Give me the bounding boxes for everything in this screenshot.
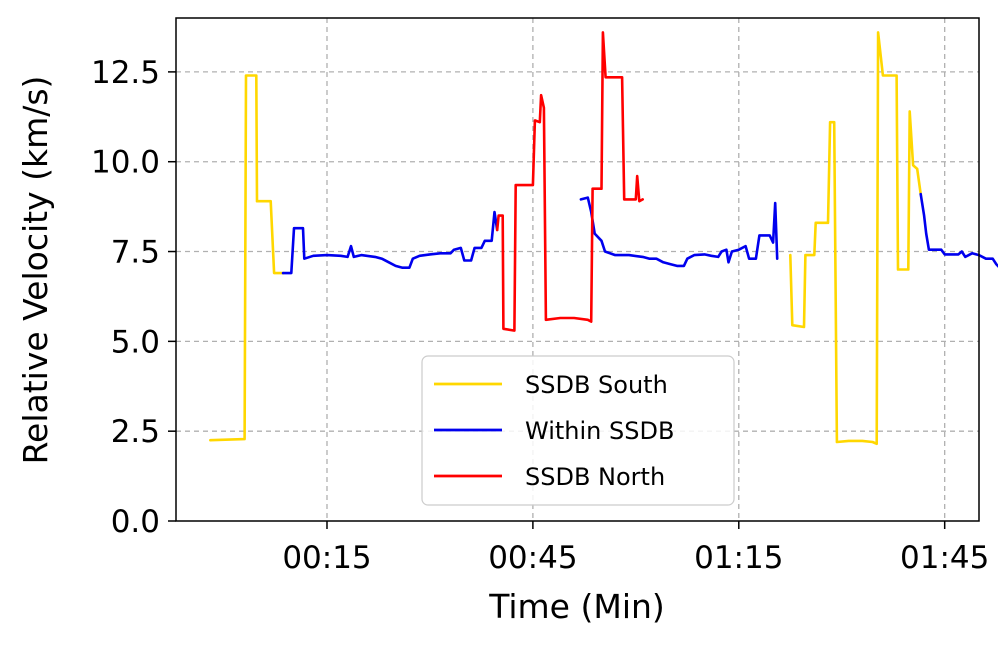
series-line-ssdb-south (209, 74, 285, 442)
legend-label-ssdb-south: SSDB South (525, 371, 668, 399)
axis-ticks: 00:15 00:45 01:15 01:45 0.0 2.5 5.0 7.5 10.0 12.5 (91, 55, 989, 576)
legend: SSDB South Within SSDB SSDB North (421, 355, 735, 506)
y-tick-label: 5.0 (111, 324, 160, 360)
x-axis-label: Time (Min) (488, 587, 665, 626)
x-tick-label: 00:45 (488, 540, 577, 576)
y-tick-label: 7.5 (111, 235, 160, 271)
legend-label-within-ssdb: Within SSDB (525, 417, 674, 445)
series-line-within-ssdb (281, 210, 499, 275)
y-tick-label: 2.5 (111, 414, 160, 450)
grid (176, 18, 979, 521)
y-tick-label: 10.0 (91, 145, 160, 181)
x-tick-label: 01:45 (900, 540, 989, 576)
y-axis-label: Relative Velocity (km/s) (16, 76, 55, 465)
y-tick-label: 12.5 (91, 55, 160, 91)
legend-box (421, 355, 735, 506)
series-line-ssdb-north (495, 31, 645, 332)
series-line-within-ssdb (919, 192, 998, 268)
series-line-within-ssdb (579, 196, 779, 268)
legend-label-ssdb-north: SSDB North (525, 463, 665, 491)
plot-frame (175, 17, 980, 522)
y-tick-label: 0.0 (111, 504, 160, 540)
series-line-ssdb-south (788, 31, 923, 446)
x-tick-label: 01:15 (694, 540, 783, 576)
series-lines (209, 31, 998, 446)
x-tick-label: 00:15 (282, 540, 371, 576)
